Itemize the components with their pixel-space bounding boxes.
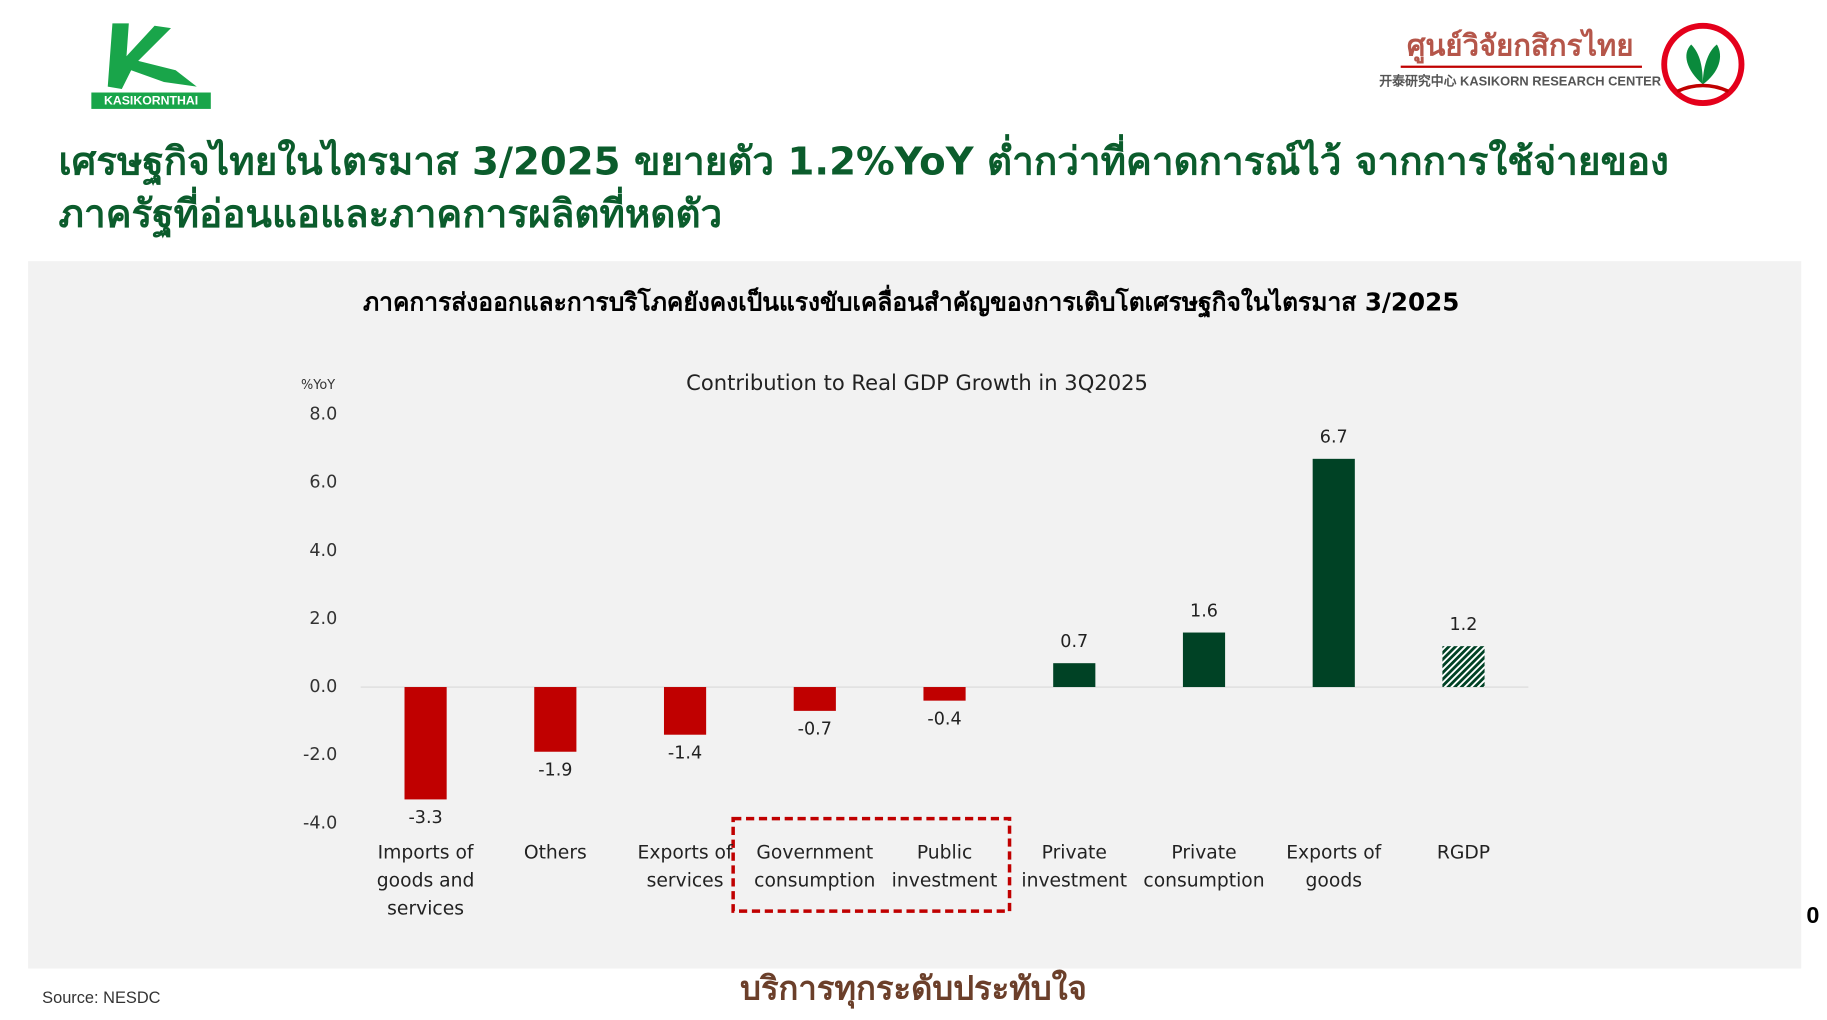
y-tick-label: 2.0	[309, 609, 337, 629]
x-tick-label: Government consumption	[754, 842, 875, 891]
slide-title: ภาครัฐที่อ่อนแอและภาคการผลิตที่หดตัว	[59, 186, 723, 239]
y-tick-label: 6.0	[309, 473, 337, 493]
plot: -4.0 -2.0 0.0 2.0 4.0 6.0 8.0 -3.3 Imports of goo…	[303, 405, 1529, 919]
kasikorn-logo: KASIKORNTHAI	[91, 23, 211, 109]
y-tick-label: 8.0	[309, 405, 337, 425]
page-number: 0	[1806, 902, 1819, 928]
data-label: 1.6	[1190, 601, 1218, 621]
x-tick-label: RGDP	[1437, 842, 1490, 863]
bar	[404, 687, 447, 800]
bar	[1053, 663, 1096, 688]
center-name: ศูนย์วิจัยกสิกรไทย	[1407, 28, 1634, 63]
data-label: -1.9	[538, 760, 572, 780]
bar	[534, 687, 577, 752]
footer-slogan: บริการทุกระดับประทับใจ	[740, 969, 1087, 1010]
y-tick-label: -4.0	[303, 813, 337, 833]
logo-text: KASIKORNTHAI	[104, 94, 198, 108]
x-tick-label: Exports of services	[638, 842, 733, 891]
bar	[793, 687, 836, 711]
data-label: 0.7	[1060, 632, 1088, 652]
x-tick-label: Public investment	[892, 842, 998, 891]
data-label: -0.4	[927, 709, 961, 729]
data-label: -3.3	[408, 808, 442, 828]
x-tick-label: Others	[524, 842, 587, 863]
x-tick-label: Private investment	[1021, 842, 1127, 891]
x-tick-label: Private consumption	[1143, 842, 1264, 891]
x-tick-label: Exports of goods	[1286, 842, 1381, 891]
data-label: -1.4	[668, 743, 702, 763]
y-axis-label: %YoY	[301, 378, 335, 393]
y-tick-label: 4.0	[309, 541, 337, 561]
x-tick-label: Imports of goods and services	[377, 842, 475, 919]
chart-title: Contribution to Real GDP Growth in 3Q202…	[686, 370, 1148, 395]
slide-title: เศรษฐกิจไทยในไตรมาส 3/2025 ขยายตัว 1.2%Y…	[59, 133, 1669, 186]
panel-title: ภาคการส่งออกและการบริโภคยังคงเป็นแรงขับเ…	[363, 284, 1459, 318]
source: Source: NESDC	[42, 989, 160, 1007]
data-label: 6.7	[1320, 428, 1348, 448]
bar	[1182, 632, 1226, 688]
data-label: 1.2	[1450, 615, 1478, 635]
research-center-logo: ศูนย์วิจัยกสิกรไทย 开泰研究中心 KASIKORN RESEA…	[1379, 22, 1745, 106]
y-tick-label: -2.0	[303, 745, 337, 765]
data-label: -0.7	[798, 720, 832, 740]
highlight-box	[731, 816, 1012, 913]
center-subname: 开泰研究中心 KASIKORN RESEARCH CENTER	[1379, 73, 1662, 88]
bar	[663, 687, 707, 735]
chart-panel	[28, 261, 1802, 969]
bar	[1312, 458, 1355, 688]
bar	[923, 687, 966, 701]
y-tick-label: 0.0	[309, 677, 337, 697]
bar	[1442, 646, 1485, 688]
